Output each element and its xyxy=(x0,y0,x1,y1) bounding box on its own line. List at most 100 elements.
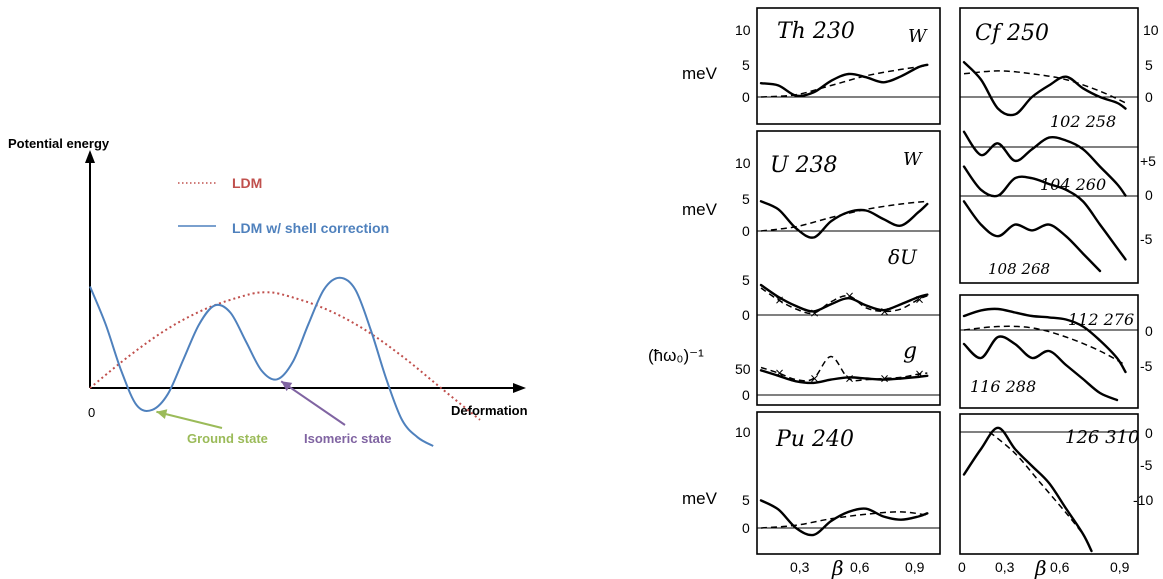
u238-title: U 238 xyxy=(770,153,838,178)
z126-tick-minus10: -10 xyxy=(1133,492,1153,508)
panel-6-series-1 xyxy=(963,70,1126,104)
ldm-curve xyxy=(89,291,481,421)
z126-xtick-03: 0,3 xyxy=(995,559,1015,575)
u238-tick-10: 10 xyxy=(735,155,751,171)
pu240-tick-10: 10 xyxy=(735,424,751,440)
shell-correction-curve xyxy=(89,276,434,447)
u238-tick-0: 0 xyxy=(742,223,750,239)
y-axis-label: Potential energy xyxy=(8,136,110,151)
z126-tick-0: 0 xyxy=(1145,425,1153,441)
panel-8-series-1 xyxy=(989,431,1084,535)
cf250-tick-10: 10 xyxy=(1143,22,1159,38)
th230-tick-5: 5 xyxy=(742,57,750,73)
cf250-tick-minus5: -5 xyxy=(1140,231,1153,247)
cf250-tick-0: 0 xyxy=(1145,89,1153,105)
panel-curves: × × × × × × × × × × xyxy=(759,61,1127,553)
z112-tick-0: 0 xyxy=(1145,323,1153,339)
x-axis-arrowhead-icon xyxy=(513,383,526,393)
label-104-260: 104 260 xyxy=(1040,175,1106,194)
th230-tick-0: 0 xyxy=(742,89,750,105)
panel-3-series-0 xyxy=(759,283,929,313)
panel-3-cross-marker: × xyxy=(880,304,890,318)
th230-tick-10: 10 xyxy=(735,22,751,38)
panel-6-series-0 xyxy=(962,61,1127,117)
u238-unit-label: meV xyxy=(682,200,718,219)
legend-label-shell: LDM w/ shell correction xyxy=(232,220,389,236)
pu240-xtick-03: 0,3 xyxy=(790,559,810,575)
pu240-xtick-06: 0,6 xyxy=(850,559,870,575)
label-102-258: 102 258 xyxy=(1050,112,1116,131)
cf250-tick-plus5: +5 xyxy=(1140,153,1156,169)
panel-z112-frame xyxy=(959,294,1139,409)
z126-tick-minus5: -5 xyxy=(1140,457,1153,473)
th230-title: Th 230 xyxy=(777,19,855,44)
panel-2-series-0 xyxy=(759,200,929,239)
panel-3-cross-marker: × xyxy=(775,293,785,307)
panel-u238-frame xyxy=(756,130,941,406)
z112-tick-minus5: -5 xyxy=(1140,358,1153,374)
panel-3-series-1 xyxy=(760,287,928,315)
cf250-title: Cf 250 xyxy=(975,21,1049,46)
th230-unit-label: meV xyxy=(682,64,718,83)
y-axis-arrowhead-icon xyxy=(85,150,95,163)
panel-th230-frame xyxy=(756,7,941,125)
ground-state-label: Ground state xyxy=(187,431,268,446)
cf250-tick-0b: 0 xyxy=(1145,187,1153,203)
label-116-288: 116 288 xyxy=(970,377,1036,396)
z126-xtick-0: 0 xyxy=(958,559,966,575)
potential-energy-chart: Potential energy Deformation 0 LDM LDM w… xyxy=(8,136,528,447)
g-tick-0: 0 xyxy=(742,387,750,403)
g-tick-50: 50 xyxy=(735,361,751,377)
legend-label-ldm: LDM xyxy=(232,175,262,191)
u238-w-label: W xyxy=(903,149,923,170)
panel-3-cross-marker: × xyxy=(845,289,855,303)
panel-8-series-0 xyxy=(962,426,1093,553)
isomeric-state-arrow xyxy=(280,380,346,426)
panel-1-series-0 xyxy=(759,63,929,98)
panel-3-cross-marker: × xyxy=(810,306,820,320)
th230-w-label: W xyxy=(908,26,928,47)
z126-xtick-09: 0,9 xyxy=(1110,559,1130,575)
ground-state-arrow xyxy=(156,410,223,429)
pu240-x-axis-label: β xyxy=(831,556,844,579)
ground-state-arrowhead-icon xyxy=(156,409,168,420)
panel-5-series-0 xyxy=(759,499,929,537)
cf250-tick-5: 5 xyxy=(1145,57,1153,73)
du-tick-5: 5 xyxy=(742,272,750,288)
panel-5-series-1 xyxy=(760,511,928,529)
panel-cf250-frame xyxy=(959,7,1139,284)
panel-7-series-0 xyxy=(962,307,1127,374)
z126-title: 126 310 xyxy=(1065,427,1139,448)
g-title: g xyxy=(903,339,917,364)
origin-label: 0 xyxy=(88,405,95,420)
panel-4-cross-marker: × xyxy=(845,372,855,386)
panel-6-series-3 xyxy=(962,165,1127,261)
panel-4-series-0 xyxy=(759,369,929,385)
pu240-title: Pu 240 xyxy=(775,427,854,452)
panel-4-cross-marker: × xyxy=(810,372,820,386)
panel-6-series-4 xyxy=(962,200,1102,273)
panel-7-series-2 xyxy=(963,325,1126,366)
du-title: δU xyxy=(888,245,918,269)
panel-4-cross-marker: × xyxy=(775,366,785,380)
pu240-xtick-09: 0,9 xyxy=(905,559,925,575)
x-axis-label: Deformation xyxy=(451,403,528,418)
isomeric-state-arrowhead-icon xyxy=(281,381,293,392)
panel-4-cross-marker: × xyxy=(915,367,925,381)
panel-1-series-1 xyxy=(760,64,928,98)
u238-tick-5: 5 xyxy=(742,191,750,207)
panel-pu240-frame xyxy=(756,411,941,555)
du-tick-0: 0 xyxy=(742,307,750,323)
panel-z126-frame xyxy=(959,413,1139,555)
pu240-unit-label: meV xyxy=(682,489,718,508)
panel-4-series-1 xyxy=(760,355,928,382)
z126-xtick-06: 0,6 xyxy=(1050,559,1070,575)
pu240-tick-0: 0 xyxy=(742,520,750,536)
g-unit-label: (ħω₀)⁻¹ xyxy=(648,346,704,365)
label-108-268: 108 268 xyxy=(988,260,1050,278)
panel-6-series-2 xyxy=(962,130,1127,197)
panel-4-cross-marker: × xyxy=(880,372,890,386)
z126-x-axis-label: β xyxy=(1034,556,1047,579)
isomeric-state-label: Isomeric state xyxy=(304,431,391,446)
